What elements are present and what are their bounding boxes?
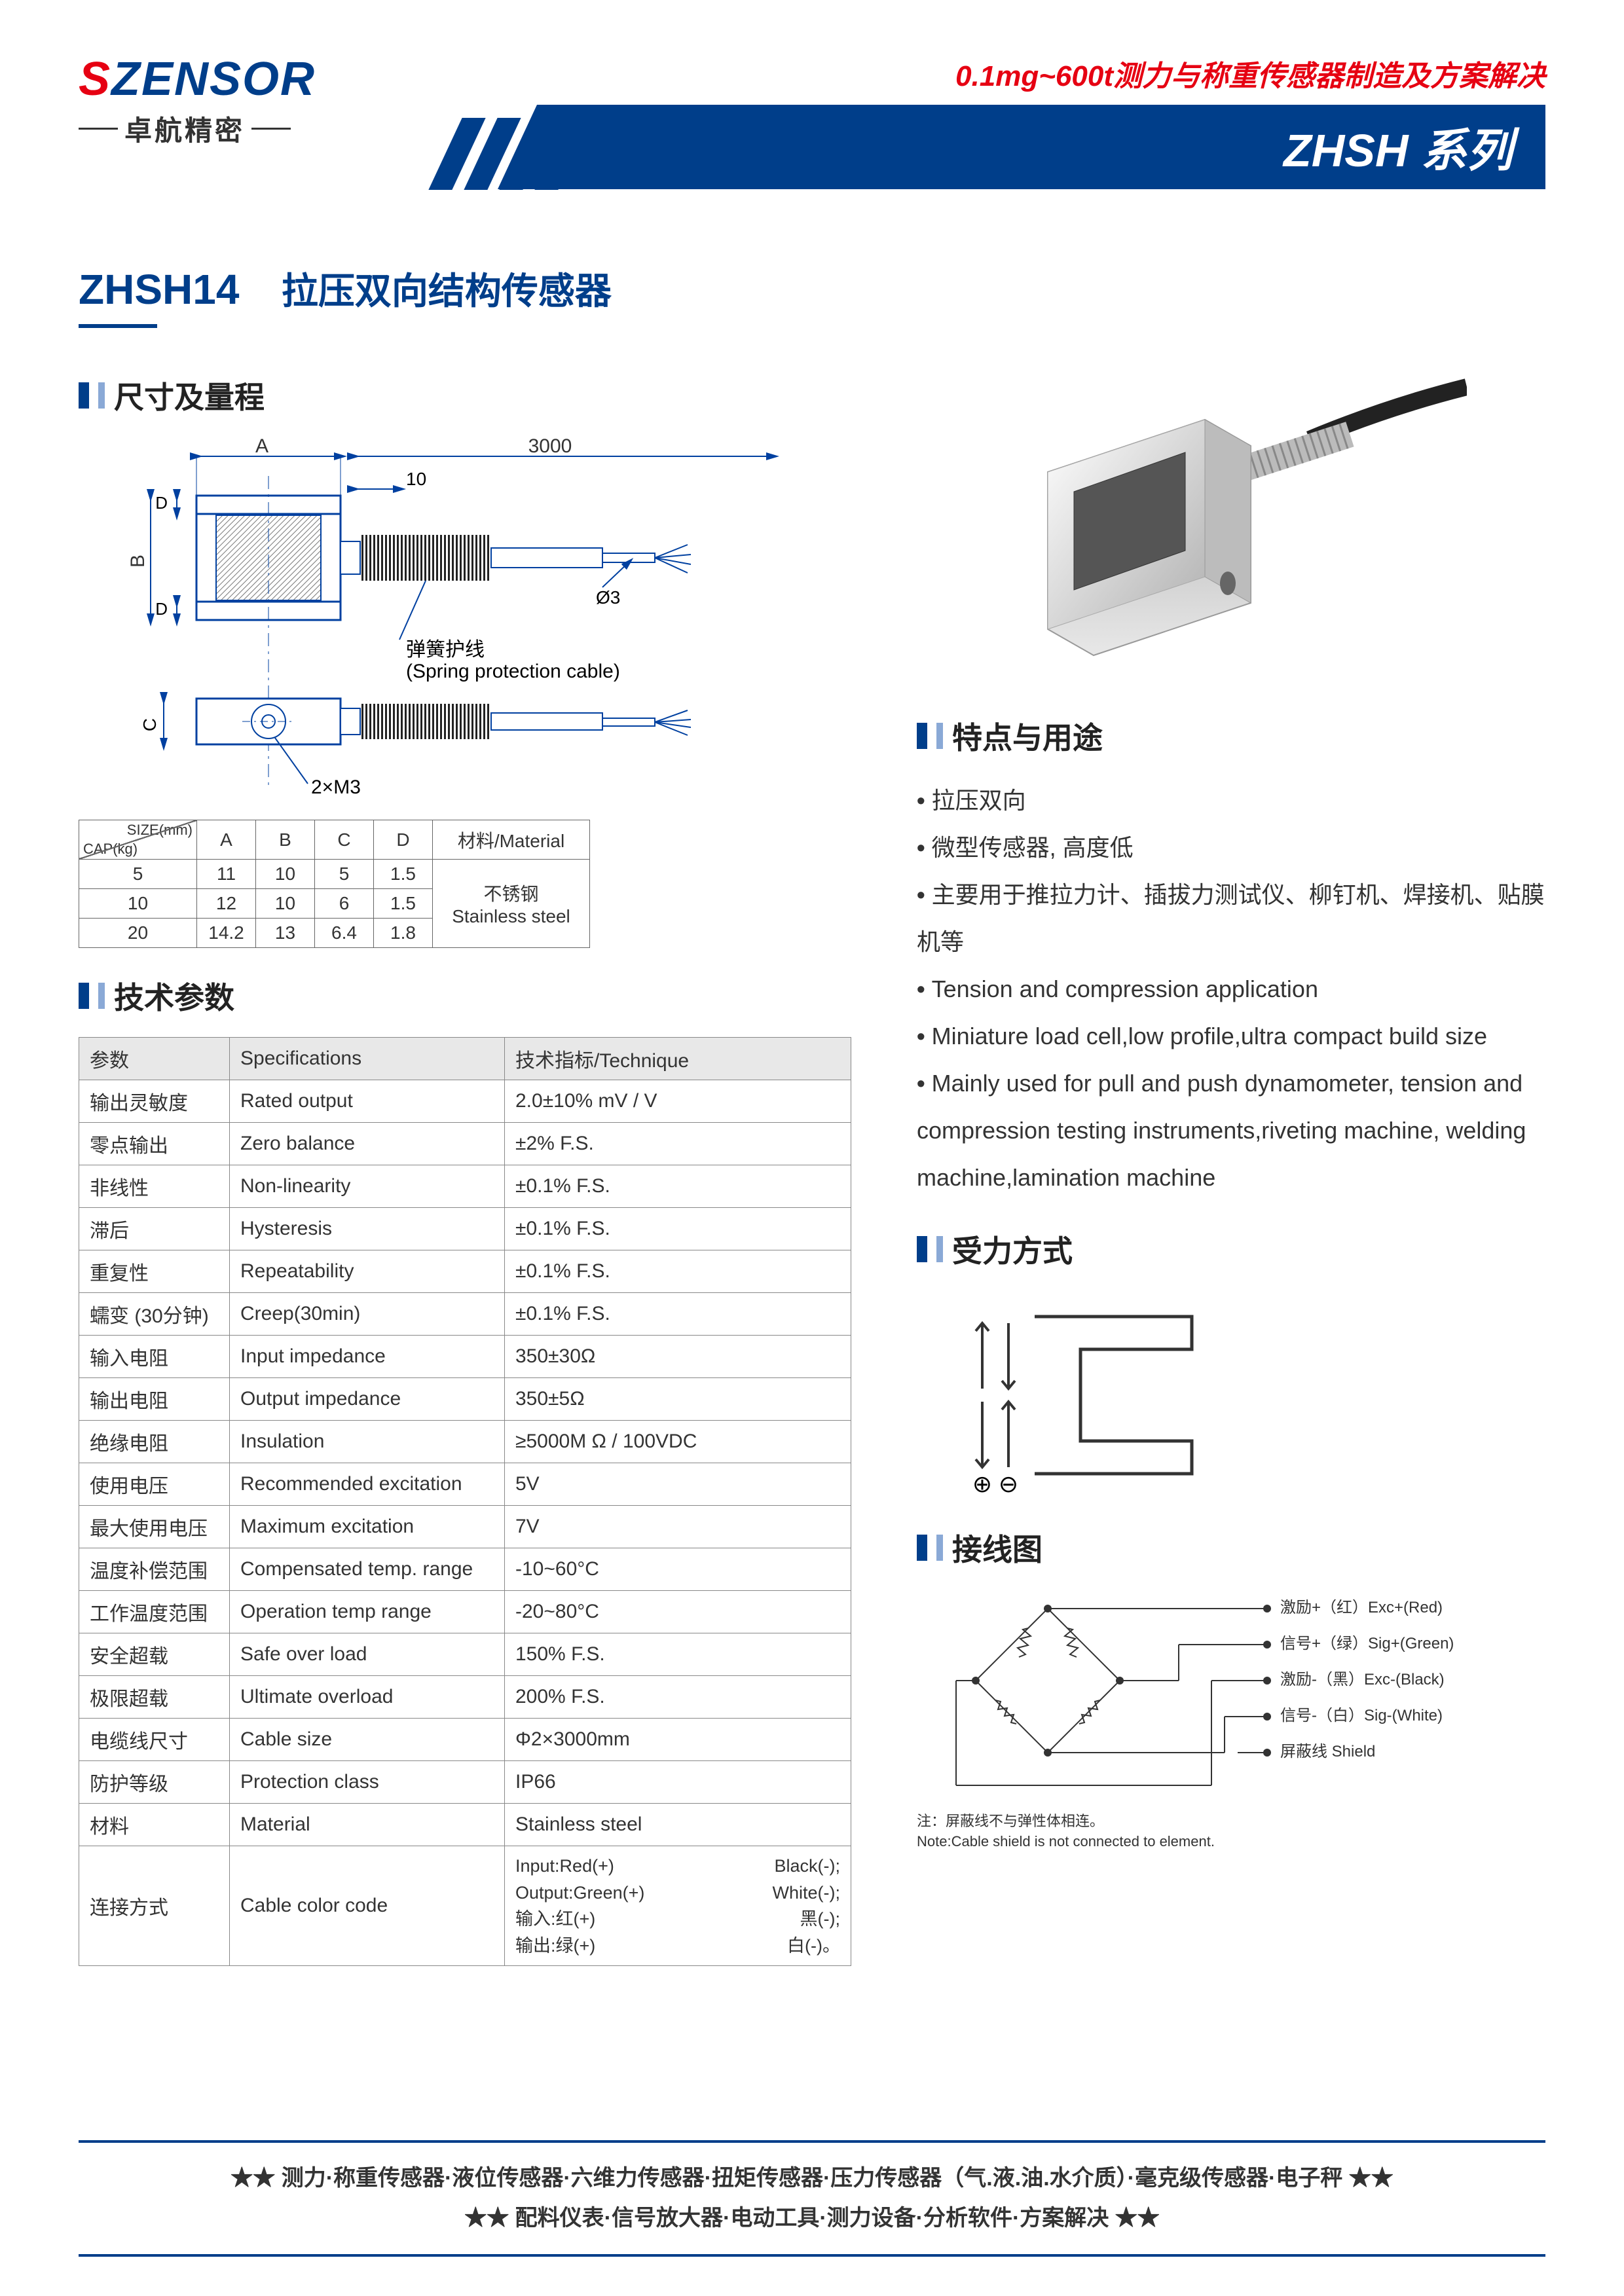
section-title: 尺寸及量程 [114, 374, 265, 417]
table-row: 重复性Repeatability±0.1% F.S. [79, 1250, 851, 1293]
section-heading-force: 受力方式 [917, 1228, 1545, 1271]
page-header: SZENSOR 卓航精密 0.1mg~600t测力与称重传感器制造及方案解决 Z… [79, 52, 1545, 223]
list-item: 微型传感器, 高度低 [917, 824, 1545, 871]
table-row: 滞后Hysteresis±0.1% F.S. [79, 1208, 851, 1250]
table-row: 工作温度范围Operation temp range-20~80°C [79, 1591, 851, 1633]
logo-sub-text: 卓航精密 [124, 109, 245, 149]
section-title: 技术参数 [114, 974, 234, 1017]
list-item: 主要用于推拉力计、插拔力测试仪、柳钉机、焊接机、贴膜机等 [917, 871, 1545, 966]
table-row: 参数Specifications技术指标/Technique [79, 1038, 851, 1080]
material-cell: 不锈钢Stainless steel [433, 860, 590, 948]
wiring-diagram: 激励+（红）Exc+(Red) 信号+（绿）Sig+(Green) 激励-（黑）… [917, 1589, 1545, 1805]
divider-line [79, 128, 118, 130]
svg-text:⊕: ⊕ [972, 1470, 992, 1497]
svg-text:D: D [155, 493, 168, 513]
svg-text:屏蔽线 Shield: 屏蔽线 Shield [1280, 1743, 1375, 1760]
list-item: Tension and compression application [917, 966, 1545, 1013]
wiring-note: 注：屏蔽线不与弹性体相连。 Note:Cable shield is not c… [917, 1812, 1545, 1852]
svg-text:⊖: ⊖ [999, 1470, 1018, 1497]
logo-s: S [79, 53, 111, 105]
svg-text:激励+（红）Exc+(Red): 激励+（红）Exc+(Red) [1280, 1599, 1443, 1616]
svg-text:D: D [155, 599, 168, 619]
table-row: 蠕变 (30分钟)Creep(30min)±0.1% F.S. [79, 1293, 851, 1336]
section-title: 受力方式 [952, 1228, 1073, 1271]
table-row: 防护等级Protection classIP66 [79, 1761, 851, 1804]
dimension-diagram: A 3000 B D D 10 [79, 437, 851, 803]
feature-list: 拉压双向微型传感器, 高度低主要用于推拉力计、插拔力测试仪、柳钉机、焊接机、贴膜… [917, 777, 1545, 1201]
model-code: ZHSH14 [79, 265, 239, 314]
section-heading-features: 特点与用途 [917, 714, 1545, 757]
svg-text:10: 10 [406, 469, 426, 489]
force-diagram: ⊕ ⊖ [917, 1290, 1244, 1500]
spec-table: 参数Specifications技术指标/Technique 输出灵敏度Rate… [79, 1037, 851, 1966]
logo-main: SZENSOR [79, 52, 316, 106]
section-heading-wiring: 接线图 [917, 1526, 1545, 1569]
footer-line-2: ★★ 配料仪表·信号放大器·电动工具·测力设备·分析软件·方案解决 ★★ [79, 2198, 1545, 2238]
section-title: 特点与用途 [952, 714, 1103, 757]
table-row: 输入电阻Input impedance350±30Ω [79, 1336, 851, 1378]
table-row: 使用电压Recommended excitation5V [79, 1463, 851, 1506]
svg-text:(Spring protection cable): (Spring protection cable) [406, 661, 620, 682]
page-footer: ★★ 测力·称重传感器·液位传感器·六维力传感器·扭矩传感器·压力传感器（气.液… [79, 2140, 1545, 2257]
svg-text:B: B [127, 555, 149, 568]
svg-text:3000: 3000 [528, 437, 572, 457]
table-row: SIZE(mm)CAP(kg) A B C D 材料/Material [79, 820, 590, 860]
table-row: 极限超载Ultimate overload200% F.S. [79, 1676, 851, 1719]
list-item: 拉压双向 [917, 777, 1545, 824]
svg-text:激励-（黑）Exc-(Black): 激励-（黑）Exc-(Black) [1280, 1671, 1445, 1688]
svg-text:A: A [255, 437, 268, 457]
logo-subtitle: 卓航精密 [79, 109, 316, 149]
logo: SZENSOR 卓航精密 [79, 52, 316, 149]
svg-text:信号+（绿）Sig+(Green): 信号+（绿）Sig+(Green) [1280, 1635, 1454, 1652]
title-row: ZHSH14 拉压双向结构传感器 [79, 262, 1545, 328]
list-item: Mainly used for pull and push dynamomete… [917, 1060, 1545, 1201]
model-desc: 拉压双向结构传感器 [282, 262, 612, 315]
series-banner: ZHSH 系列 [498, 105, 1545, 189]
product-render [917, 348, 1545, 688]
table-row: 5111051.5 不锈钢Stainless steel [79, 860, 590, 889]
table-row: 安全超载Safe over load150% F.S. [79, 1633, 851, 1676]
svg-text:Ø3: Ø3 [596, 587, 620, 608]
left-column: 尺寸及量程 A 3000 B D [79, 348, 851, 1966]
right-column: 特点与用途 拉压双向微型传感器, 高度低主要用于推拉力计、插拔力测试仪、柳钉机、… [917, 348, 1545, 1966]
section-heading-dims: 尺寸及量程 [79, 374, 851, 417]
table-row: 连接方式 Cable color code Input:Red(+)Black(… [79, 1846, 851, 1966]
section-title: 接线图 [952, 1526, 1043, 1569]
footer-line-1: ★★ 测力·称重传感器·液位传感器·六维力传感器·扭矩传感器·压力传感器（气.液… [79, 2159, 1545, 2198]
section-heading-specs: 技术参数 [79, 974, 851, 1017]
table-row: 输出灵敏度Rated output2.0±10% mV / V [79, 1080, 851, 1123]
cable-code-cell: Input:Red(+)Black(-); Output:Green(+)Whi… [505, 1846, 851, 1966]
logo-text: ZENSOR [111, 53, 316, 105]
title-underline [79, 324, 157, 328]
list-item: Miniature load cell,low profile,ultra co… [917, 1013, 1545, 1060]
table-row: 零点输出Zero balance±2% F.S. [79, 1123, 851, 1165]
table-row: 输出电阻Output impedance350±5Ω [79, 1378, 851, 1421]
svg-text:C: C [139, 718, 160, 731]
table-row: 非线性Non-linearity±0.1% F.S. [79, 1165, 851, 1208]
svg-text:信号-（白）Sig-(White): 信号-（白）Sig-(White) [1280, 1707, 1443, 1724]
tagline: 0.1mg~600t测力与称重传感器制造及方案解决 [955, 52, 1545, 94]
size-table: SIZE(mm)CAP(kg) A B C D 材料/Material 5111… [79, 820, 590, 948]
table-row: 材料MaterialStainless steel [79, 1804, 851, 1846]
svg-text:弹簧护线: 弹簧护线 [406, 639, 485, 661]
svg-text:2×M3: 2×M3 [311, 776, 361, 798]
table-row: 电缆线尺寸Cable sizeΦ2×3000mm [79, 1719, 851, 1761]
table-row: 绝缘电阻Insulation≥5000M Ω / 100VDC [79, 1421, 851, 1463]
table-row: 温度补偿范围Compensated temp. range-10~60°C [79, 1548, 851, 1591]
divider-line [251, 128, 291, 130]
table-row: 最大使用电压Maximum excitation7V [79, 1506, 851, 1548]
